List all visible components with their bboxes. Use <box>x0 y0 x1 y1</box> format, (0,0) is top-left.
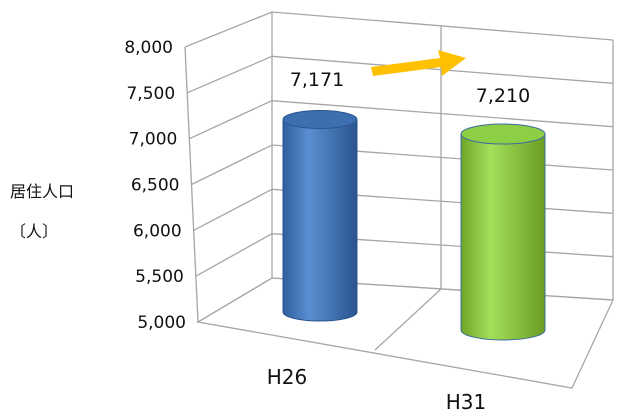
y-axis-label-line1: 居住人口 <box>10 182 75 201</box>
trend-arrow <box>371 50 466 76</box>
y-tick-label: 5,500 <box>135 267 184 287</box>
category-label: H31 <box>446 390 487 412</box>
y-tick-label: 5,000 <box>137 313 186 333</box>
floor <box>196 277 614 389</box>
gridline <box>189 100 614 140</box>
y-axis-label-line2: 〔人〕 <box>10 222 59 241</box>
category-labels: H26 H31 <box>267 365 487 412</box>
data-labels: 7,171 7,210 <box>290 69 530 107</box>
bar-top <box>460 123 546 145</box>
bar-body <box>460 133 546 341</box>
y-tick-label: 8,000 <box>124 38 173 58</box>
data-label: 7,171 <box>290 69 344 91</box>
y-tick-label: 7,500 <box>126 84 175 104</box>
gridline <box>195 233 614 277</box>
category-label: H26 <box>267 365 308 389</box>
y-tick-labels: 5,000 5,500 6,000 6,500 7,000 7,500 8,000 <box>124 38 186 333</box>
bar-body <box>282 119 358 322</box>
y-tick-label: 6,500 <box>131 176 180 196</box>
bar-H26 <box>282 110 358 322</box>
floor-divider <box>374 288 442 351</box>
y-tick-label: 6,000 <box>133 221 182 241</box>
arrow-right-icon <box>371 50 466 76</box>
gridline <box>193 188 614 231</box>
bar-top <box>282 110 358 130</box>
gridline <box>191 144 614 186</box>
axis-left-front <box>184 46 199 323</box>
bar-H31 <box>460 123 546 341</box>
gridline <box>184 11 614 48</box>
gridline <box>186 55 614 94</box>
y-tick-label: 7,000 <box>129 130 178 150</box>
bars <box>282 110 546 341</box>
data-label: 7,210 <box>476 85 530 107</box>
